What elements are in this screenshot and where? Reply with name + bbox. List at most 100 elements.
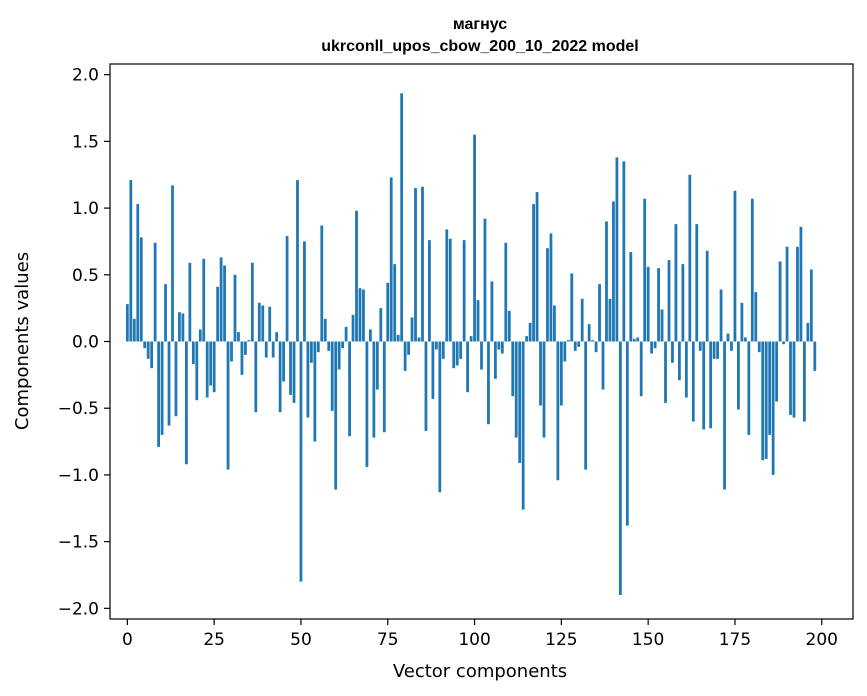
bar <box>556 341 560 481</box>
bar <box>303 241 306 342</box>
y-tick-label: 0.0 <box>72 333 99 353</box>
bar <box>740 302 744 342</box>
x-tick-label: 25 <box>203 630 225 650</box>
bar <box>622 161 626 342</box>
bar <box>650 341 654 354</box>
bar <box>348 341 351 437</box>
bar <box>782 341 785 345</box>
bar <box>743 337 747 342</box>
bar <box>681 264 685 342</box>
bar <box>306 341 310 418</box>
bar <box>153 242 157 342</box>
x-tick-label: 200 <box>806 630 838 650</box>
bar <box>330 341 334 411</box>
bar <box>803 341 806 422</box>
bar <box>546 248 549 342</box>
bar <box>761 341 765 461</box>
bar <box>462 240 466 342</box>
x-tick-label: 0 <box>122 630 133 650</box>
bar <box>393 264 397 342</box>
bar <box>237 332 240 342</box>
bar <box>160 341 164 435</box>
bar <box>410 317 414 342</box>
bar-series <box>125 93 817 595</box>
bar <box>421 186 424 342</box>
bar <box>250 262 254 342</box>
bar <box>132 318 136 342</box>
bar <box>549 233 553 342</box>
bar <box>209 341 213 386</box>
bar <box>198 329 202 342</box>
bar <box>601 341 605 390</box>
bar <box>688 174 692 342</box>
bar <box>806 322 810 342</box>
bar <box>167 341 171 426</box>
bar <box>615 157 619 342</box>
bar <box>247 340 251 342</box>
bar <box>671 341 674 363</box>
bar <box>494 341 497 379</box>
bar <box>205 341 209 398</box>
bar <box>136 204 140 342</box>
bar <box>355 210 358 342</box>
bar <box>539 341 542 406</box>
bar <box>188 262 192 342</box>
bar <box>282 341 285 382</box>
bar <box>667 260 671 342</box>
bar <box>320 225 324 342</box>
bar <box>594 341 598 353</box>
bar <box>535 192 539 342</box>
bar <box>292 341 296 403</box>
bar <box>223 265 226 342</box>
bar <box>750 198 754 342</box>
bar <box>358 288 362 342</box>
bar <box>618 341 622 595</box>
bar <box>150 341 154 369</box>
bar <box>490 281 494 342</box>
bar <box>438 341 442 493</box>
bar <box>143 341 147 349</box>
bar <box>500 341 504 354</box>
bar <box>365 341 369 467</box>
bar <box>754 292 758 342</box>
bar <box>809 269 813 342</box>
bar <box>566 340 570 342</box>
bar <box>219 257 223 342</box>
bar <box>369 329 372 342</box>
bar <box>254 341 258 413</box>
bar <box>226 341 230 470</box>
bar <box>657 268 660 342</box>
bar <box>591 340 594 342</box>
bar <box>660 309 664 342</box>
y-tick-label: 1.5 <box>72 132 99 152</box>
bar <box>375 341 379 390</box>
bar <box>792 341 796 418</box>
bar <box>414 188 417 342</box>
bar <box>407 341 410 355</box>
bar <box>636 337 640 342</box>
bar <box>313 341 317 442</box>
bar <box>351 314 355 342</box>
bar <box>653 341 657 349</box>
bar <box>570 273 574 342</box>
bar <box>757 341 761 353</box>
bar <box>129 180 133 342</box>
bar <box>511 341 515 397</box>
bar <box>629 252 633 342</box>
bar <box>691 341 695 422</box>
bar <box>230 341 233 362</box>
bar <box>612 201 615 342</box>
bar <box>448 238 452 342</box>
x-axis-label: Vector components <box>393 661 567 682</box>
bar <box>563 341 567 362</box>
chart-title-line1: магнус <box>453 16 507 33</box>
bar <box>341 341 345 349</box>
bar <box>455 341 459 366</box>
bar <box>716 341 719 359</box>
bar <box>542 341 546 438</box>
bar <box>674 224 678 342</box>
y-axis: 2.0 1.5 1.0 0.5 0.0 −0.5 −1.0 −1.5 −2.0 <box>58 66 110 619</box>
x-tick-label: 50 <box>290 630 312 650</box>
bar <box>417 337 421 342</box>
bar <box>400 93 404 342</box>
